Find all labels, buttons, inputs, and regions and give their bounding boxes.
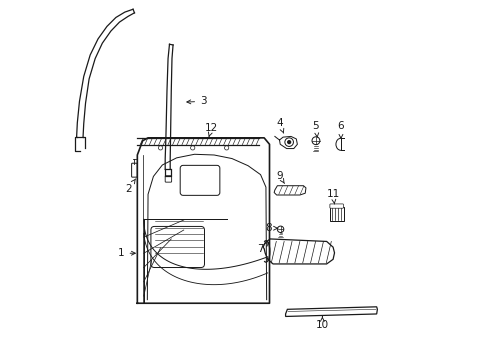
Text: 4: 4	[276, 118, 283, 133]
Text: 7: 7	[257, 243, 268, 253]
Circle shape	[287, 141, 290, 144]
FancyBboxPatch shape	[329, 207, 343, 221]
Text: 2: 2	[125, 179, 135, 194]
Text: 1: 1	[118, 248, 135, 258]
FancyBboxPatch shape	[329, 204, 343, 208]
Text: 8: 8	[264, 223, 277, 233]
FancyBboxPatch shape	[165, 176, 171, 182]
Polygon shape	[274, 186, 305, 195]
Text: 3: 3	[186, 96, 206, 107]
Text: 12: 12	[204, 123, 218, 136]
Text: 9: 9	[276, 171, 284, 184]
Polygon shape	[285, 307, 377, 316]
Text: 5: 5	[312, 121, 319, 137]
Text: 10: 10	[315, 317, 328, 330]
Text: 11: 11	[326, 189, 339, 204]
Text: 6: 6	[337, 121, 344, 138]
Polygon shape	[263, 239, 334, 264]
